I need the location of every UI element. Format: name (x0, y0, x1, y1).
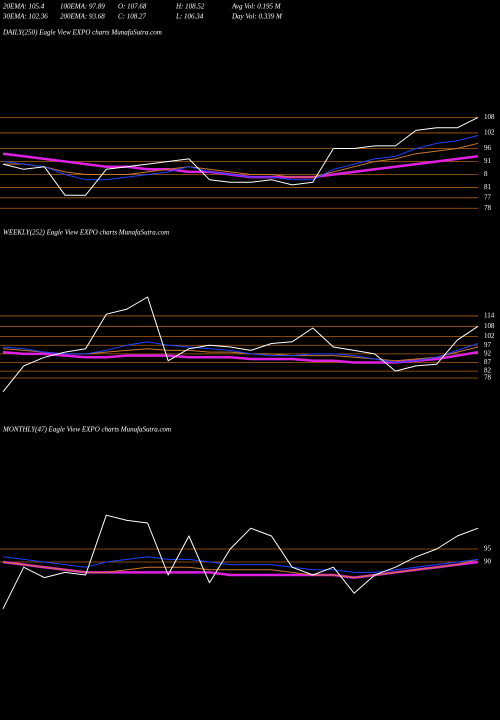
y-tick-label: 81 (484, 183, 492, 191)
y-tick-label: 87 (484, 358, 492, 366)
y-tick-label: 8 (484, 170, 488, 178)
series-line (2, 135, 479, 181)
series-line (2, 514, 479, 610)
y-tick-label: 108 (484, 322, 495, 330)
header-stat: Avg Vol: 0.195 M (231, 3, 282, 11)
header-stat: C: 108.27 (118, 13, 147, 21)
panel-title: DAILY(250) Eagle View EXPO charts Munafa… (2, 29, 162, 37)
series-line (2, 296, 479, 393)
y-tick-label: 96 (484, 144, 492, 152)
series-line (2, 556, 479, 573)
panel-title: MONTHLY(47) Eagle View EXPO charts Munaf… (2, 426, 171, 434)
y-tick-label: 90 (484, 558, 492, 566)
y-tick-label: 114 (484, 312, 495, 320)
header-stat: O: 107.68 (118, 3, 147, 11)
series-line (2, 558, 479, 579)
y-tick-label: 78 (484, 374, 492, 382)
y-tick-label: 102 (484, 332, 495, 340)
y-tick-label: 108 (484, 113, 495, 121)
series-line (2, 341, 479, 363)
header-stat: L: 106.34 (175, 13, 204, 21)
header-stat: 20EMA: 105.4 (3, 3, 45, 11)
header-stat: 100EMA: 97.89 (60, 3, 105, 11)
header-stat: 200EMA: 93.68 (60, 13, 105, 21)
header-stat: H: 108.52 (175, 3, 205, 11)
y-tick-label: 77 (484, 193, 492, 201)
y-tick-label: 91 (484, 157, 492, 165)
y-tick-label: 97 (484, 341, 492, 349)
series-line (3, 142, 479, 178)
y-tick-label: 82 (484, 367, 492, 375)
y-tick-label: 102 (484, 129, 495, 137)
series-line (2, 116, 479, 196)
header-stat: Day Vol: 0.339 M (231, 13, 283, 21)
panel-title: WEEKLY(252) Eagle View EXPO charts Munaf… (3, 229, 169, 237)
header-stat: 30EMA: 102.36 (2, 13, 48, 21)
y-tick-label: 78 (484, 204, 492, 212)
y-tick-label: 95 (484, 545, 492, 553)
y-tick-label: 92 (484, 349, 492, 357)
